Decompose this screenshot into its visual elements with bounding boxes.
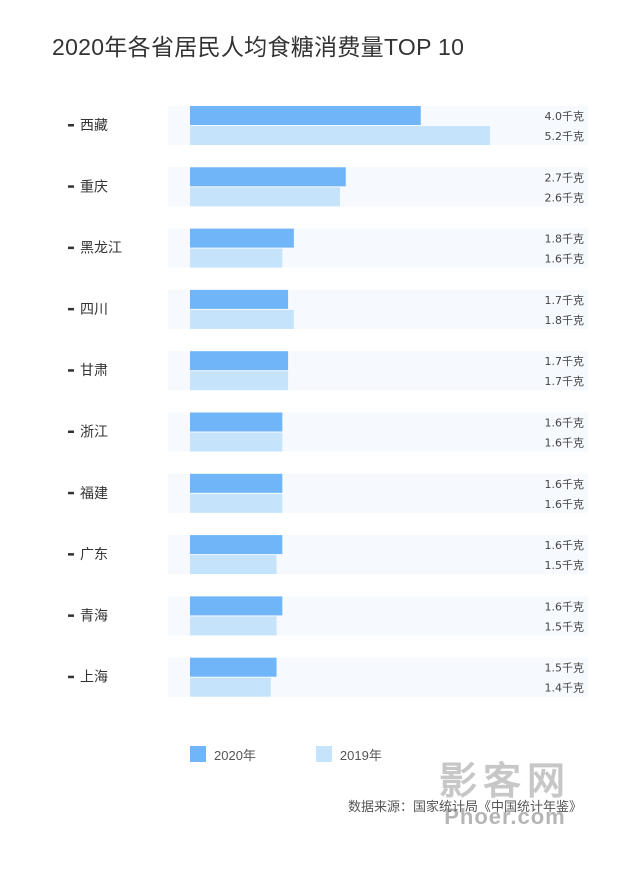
category-label: 广东 <box>80 547 108 563</box>
value-label: 1.6千克 <box>545 417 585 430</box>
category-label: 青海 <box>80 608 108 624</box>
value-label: 1.6千克 <box>545 539 585 552</box>
bar-2019 <box>190 677 271 697</box>
category-label: 上海 <box>80 670 108 686</box>
category-tick <box>68 491 74 495</box>
category-tick <box>68 185 74 188</box>
bar-2019 <box>190 248 283 268</box>
value-label: 2.7千克 <box>545 171 585 184</box>
bar-2019 <box>190 187 340 207</box>
category-tick <box>68 124 74 127</box>
bar-2019 <box>190 493 283 513</box>
category-tick <box>68 553 74 556</box>
bar-chart: 西藏4.0千克5.2千克重庆2.7千克2.6千克黑龙江1.8千克1.6千克四川1… <box>68 106 588 697</box>
category-tick <box>68 246 74 250</box>
bar-2020 <box>190 228 294 248</box>
value-label: 1.7千克 <box>545 375 585 388</box>
value-label: 1.6千克 <box>545 253 585 266</box>
value-label: 4.0千克 <box>545 110 585 123</box>
value-label: 1.5千克 <box>545 620 585 633</box>
bar-2020 <box>190 412 283 432</box>
value-label: 1.7千克 <box>545 294 585 307</box>
bar-2020 <box>190 596 283 616</box>
value-label: 1.4千克 <box>545 682 585 695</box>
bar-2019 <box>190 555 277 575</box>
bar-2019 <box>190 371 289 391</box>
value-label: 1.7千克 <box>545 355 585 368</box>
legend-item-2020: 2020年 <box>190 745 256 764</box>
value-label: 1.6千克 <box>545 478 585 491</box>
bar-2019 <box>190 432 283 452</box>
value-label: 1.8千克 <box>545 233 585 246</box>
category-label: 黑龙江 <box>80 241 122 257</box>
legend-item-2019: 2019年 <box>315 745 382 764</box>
value-label: 2.6千克 <box>545 191 585 204</box>
value-label: 1.6千克 <box>545 437 585 450</box>
value-label: 1.5千克 <box>545 662 585 675</box>
category-tick <box>68 369 74 372</box>
category-label: 浙江 <box>80 425 108 441</box>
category-tick <box>68 675 74 679</box>
data-source-note: 数据来源：国家统计局《中国统计年鉴》 <box>347 799 582 814</box>
bar-2020 <box>190 167 346 187</box>
category-tick <box>68 614 74 617</box>
category-label: 甘肃 <box>80 363 108 379</box>
value-label: 1.6千克 <box>545 498 585 511</box>
legend-swatch-2019 <box>315 746 332 762</box>
category-label: 四川 <box>80 302 108 318</box>
bar-2020 <box>190 535 283 555</box>
category-label: 福建 <box>80 486 108 502</box>
chart-legend: 2020年 2019年 <box>190 744 442 764</box>
category-label: 重庆 <box>80 179 108 195</box>
category-tick <box>68 430 74 433</box>
watermark: 影客网 Phoer.com <box>420 760 590 830</box>
category-label: 西藏 <box>80 118 108 134</box>
category-tick <box>68 307 74 311</box>
value-label: 1.6千克 <box>545 600 585 613</box>
legend-label-2020: 2020年 <box>214 747 256 763</box>
bar-2020 <box>190 473 283 493</box>
bar-2019 <box>190 309 294 329</box>
bar-2019 <box>190 616 277 636</box>
value-label: 5.2千克 <box>545 130 585 143</box>
value-label: 1.8千克 <box>545 314 585 327</box>
bar-2020 <box>190 289 289 309</box>
bar-2020 <box>190 351 289 371</box>
bar-2020 <box>190 657 277 677</box>
bar-2019 <box>190 126 490 145</box>
legend-swatch-2020 <box>190 746 206 762</box>
legend-label-2019: 2019年 <box>339 747 382 763</box>
chart-title: 2020年各省居民人均食糖消费量TOP 10 <box>52 34 465 60</box>
bar-2020 <box>190 106 421 125</box>
value-label: 1.5千克 <box>545 559 585 572</box>
